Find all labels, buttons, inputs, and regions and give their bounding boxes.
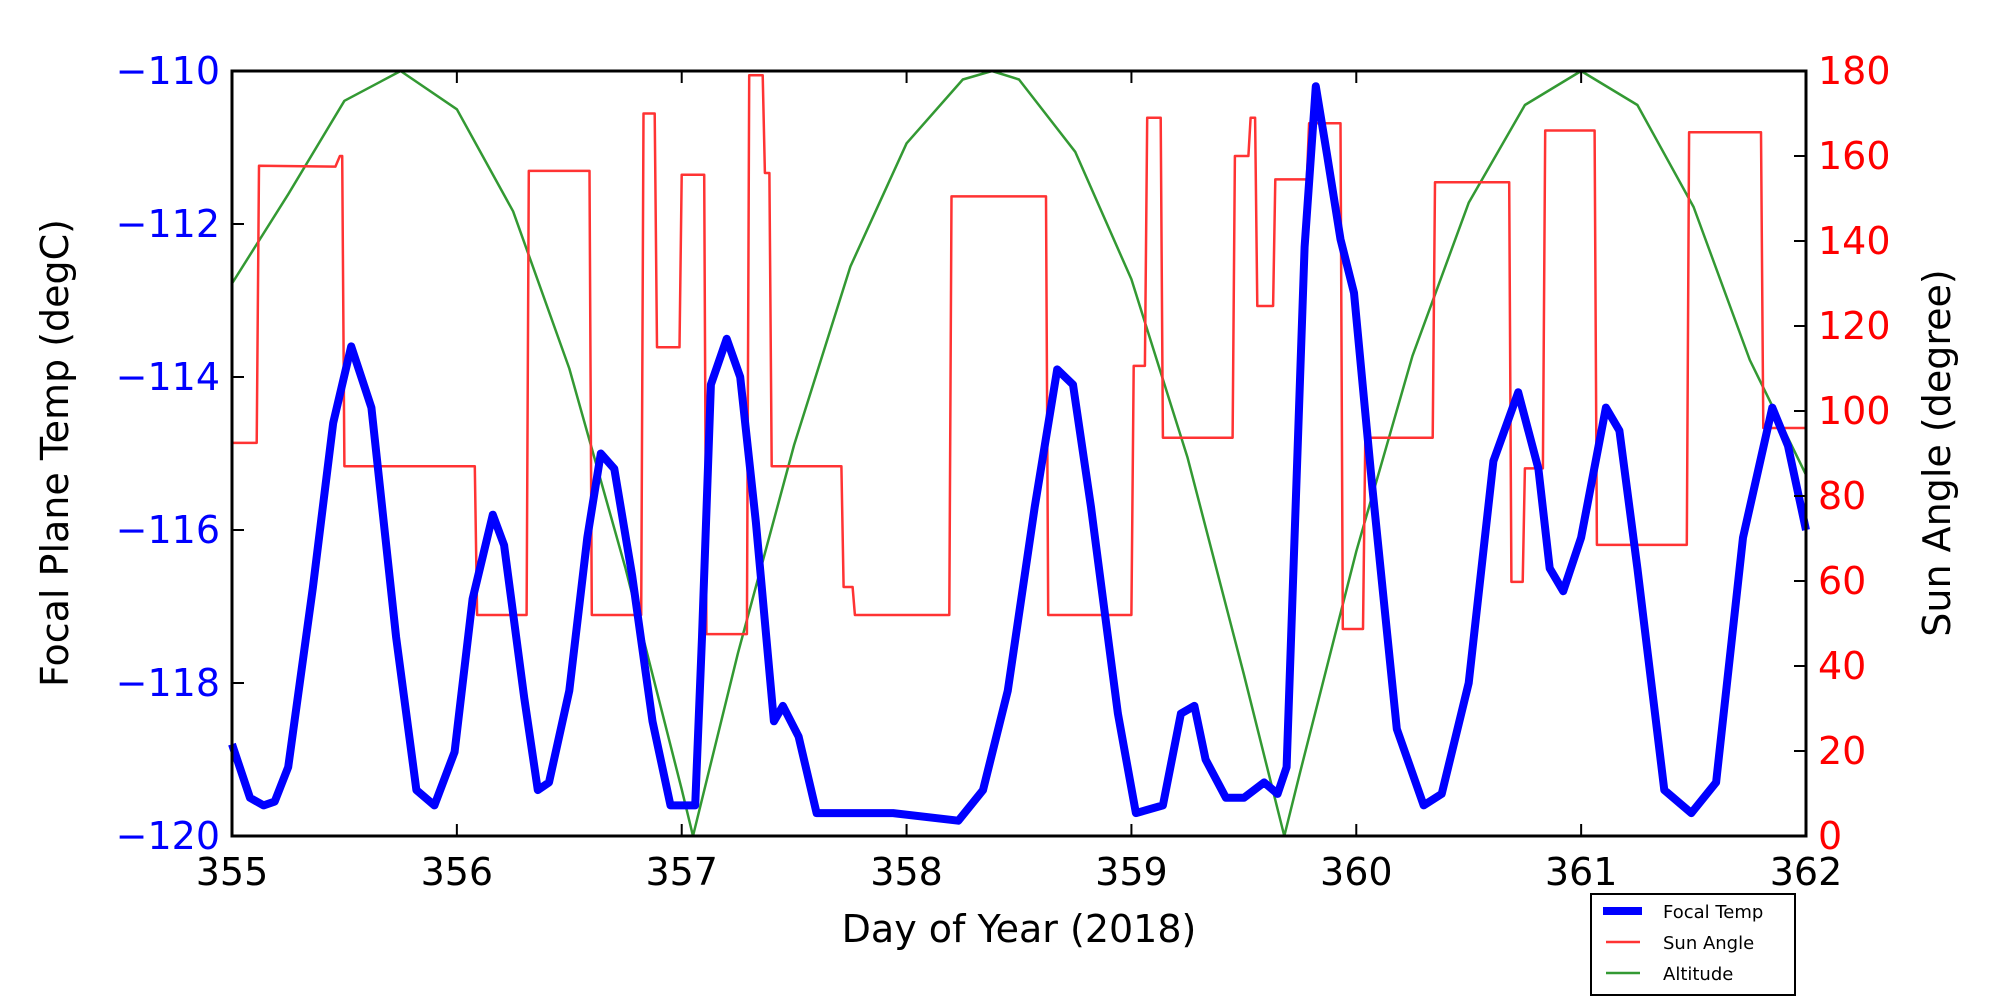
x-tick-label: 359 <box>1095 850 1168 894</box>
focal-temp-line <box>228 82 1810 825</box>
y-axis-right-label: Sun Angle (degree) <box>1915 269 1959 636</box>
y-right-tick-label: 20 <box>1818 729 1866 773</box>
legend-label-focal-temp: Focal Temp <box>1663 902 1763 923</box>
y-right-tick-label: 100 <box>1818 389 1891 433</box>
x-tick-label: 357 <box>645 850 718 894</box>
x-tick-label: 355 <box>196 850 269 894</box>
y-right-tick-label: 40 <box>1818 644 1866 688</box>
y-left-tick-label: −118 <box>116 661 220 705</box>
plot-frame <box>230 69 1808 838</box>
y-left-tick-label: −112 <box>116 202 220 246</box>
y-right-tick-label: 120 <box>1818 304 1891 348</box>
sun-angle-line <box>232 74 1806 636</box>
x-axis-label: Day of Year (2018) <box>842 907 1197 951</box>
y-left-tick-label: −114 <box>116 355 220 399</box>
altitude-line <box>230 69 1808 838</box>
x-tick-label: 358 <box>870 850 943 894</box>
series-layer <box>228 69 1810 838</box>
y-left-tick-label: −116 <box>116 508 220 552</box>
legend: Focal Temp Sun Angle Altitude <box>1590 893 1796 996</box>
y-right-tick-label: 60 <box>1818 559 1866 603</box>
x-tick-label: 360 <box>1320 850 1393 894</box>
y-right-tick-label: 140 <box>1818 219 1891 263</box>
ticks-layer: 355 356 357 358 359 360 361 362 −120 −118 −116 −114… <box>116 49 1891 894</box>
y-right-tick-label: 0 <box>1818 814 1842 858</box>
y-right-tick-label: 160 <box>1818 134 1891 178</box>
y-left-tick-label: −110 <box>116 49 220 93</box>
x-tick-label: 356 <box>421 850 494 894</box>
legend-label-altitude: Altitude <box>1663 964 1733 985</box>
y-right-tick-label: 180 <box>1818 49 1891 93</box>
y-left-tick-label: −120 <box>116 814 220 858</box>
y-axis-left-label: Focal Plane Temp (degC) <box>33 219 77 687</box>
y-right-tick-label: 80 <box>1818 474 1866 518</box>
x-tick-label: 362 <box>1770 850 1843 894</box>
legend-label-sun-angle: Sun Angle <box>1663 933 1754 954</box>
x-tick-label: 361 <box>1545 850 1618 894</box>
